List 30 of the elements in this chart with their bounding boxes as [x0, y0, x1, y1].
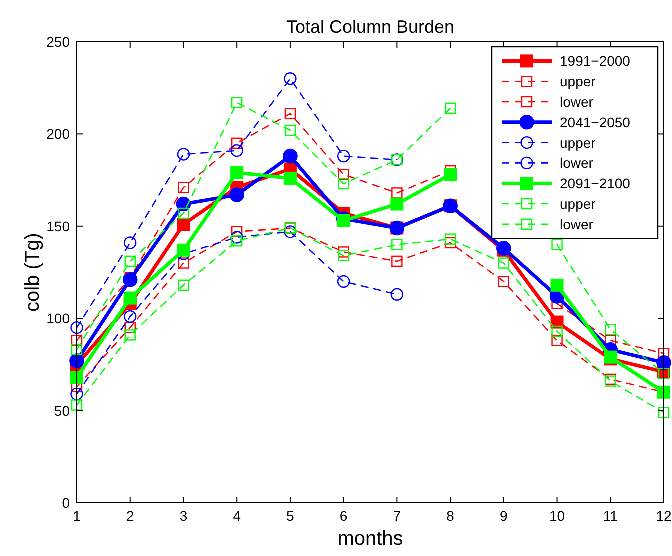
- y-tick-label: 100: [46, 310, 70, 327]
- y-tick-label: 200: [46, 126, 70, 142]
- legend-label: 2091−2100: [560, 176, 631, 192]
- chart-title: Total Column Burden: [286, 17, 455, 37]
- legend-label: upper: [560, 196, 596, 212]
- legend-label: upper: [560, 134, 596, 151]
- x-tick-label: 8: [446, 508, 455, 524]
- y-tick-label: 0: [62, 495, 70, 511]
- legend-label: 1991−2000: [560, 53, 631, 70]
- legend-label: lower: [560, 155, 594, 172]
- x-tick-label: 12: [656, 508, 672, 524]
- x-tick-label: 9: [500, 508, 508, 524]
- x-tick-label: 10: [549, 508, 566, 524]
- legend-label: upper: [560, 74, 596, 90]
- x-tick-label: 1: [73, 508, 82, 524]
- x-tick-label: 4: [233, 508, 242, 524]
- y-axis-title: colb (Tg): [22, 233, 44, 312]
- x-tick-label: 11: [603, 508, 618, 524]
- y-tick-label: 50: [54, 402, 70, 419]
- y-tick-label: 150: [46, 218, 70, 234]
- x-tick-label: 7: [393, 508, 402, 524]
- legend-label: lower: [560, 216, 594, 232]
- legend-label: lower: [560, 94, 594, 110]
- x-tick-label: 2: [126, 508, 134, 524]
- x-tick-label: 3: [180, 508, 188, 524]
- x-tick-label: 6: [340, 508, 348, 524]
- x-axis-title: months: [338, 528, 404, 550]
- x-tick-label: 5: [286, 508, 295, 524]
- legend-label: 2041−2050: [560, 114, 631, 130]
- y-tick-label: 250: [46, 34, 70, 50]
